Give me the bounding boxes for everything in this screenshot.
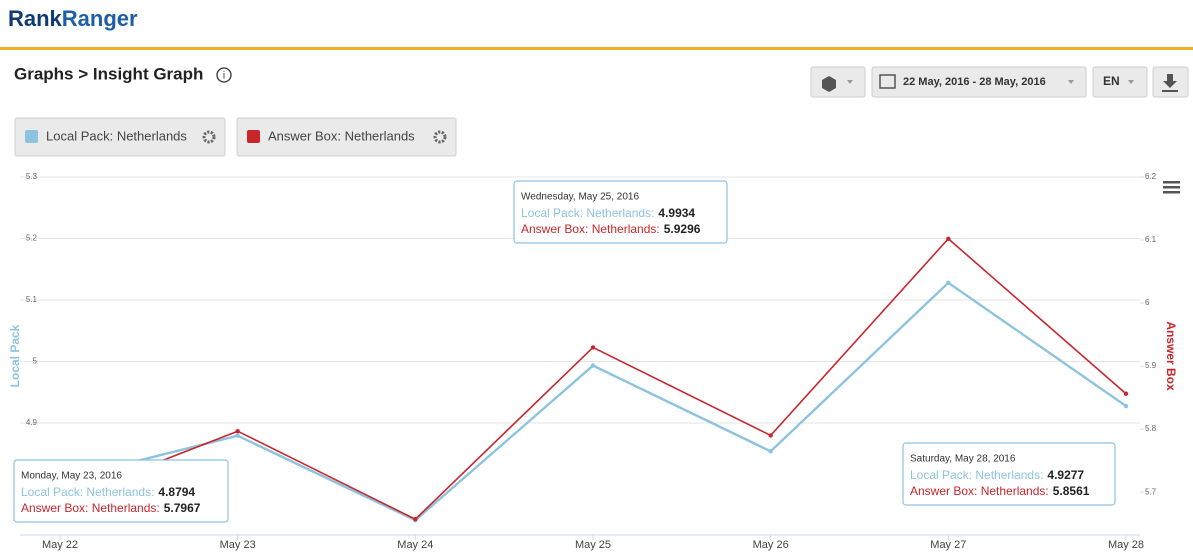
x-tick-label: May 26 <box>753 539 789 551</box>
tooltip-value: 4.9277 <box>1047 468 1084 482</box>
logo-rank[interactable]: Rank <box>8 6 63 31</box>
tooltip-box <box>902 442 1116 506</box>
y2-axis-title: Answer Box <box>1164 321 1178 391</box>
point <box>235 428 240 434</box>
tooltip-date: Saturday, May 28, 2016 <box>910 454 1016 465</box>
point <box>768 449 773 454</box>
point <box>1123 403 1129 409</box>
tooltip-value: 4.9934 <box>658 206 695 220</box>
y-tick-label: 5.2 <box>26 234 38 243</box>
point <box>768 433 773 438</box>
tooltip-row: Local Pack: Netherlands: 4.9934 <box>521 206 695 220</box>
plot: 4.9 5 5.1 5.2 5.3 5.7 5.8 5.9 6 6.1 6.2 May 22 May 2… <box>8 172 1178 551</box>
tooltip-label: Local Pack: Netherlands: <box>910 468 1043 482</box>
x-tick-label: May 28 <box>1108 539 1144 551</box>
legend-label: Answer Box: Netherlands <box>268 128 415 143</box>
info-icon-glyph: i <box>223 71 225 82</box>
tooltip-value: 5.7967 <box>164 501 201 515</box>
point <box>590 345 596 350</box>
tooltips: Monday, May 23, 2016 Local Pack: Netherla… <box>13 180 1116 523</box>
settings-icon[interactable] <box>202 130 216 144</box>
tooltip-row: Answer Box: Netherlands: 5.9296 <box>521 222 701 236</box>
point <box>946 236 951 241</box>
y2-tick-label: 5.8 <box>1145 424 1157 433</box>
chart-menu[interactable] <box>1163 181 1180 194</box>
tooltip-value: 4.8794 <box>158 485 195 499</box>
legend: Local Pack: Netherlands Answer Box: Nethe… <box>14 117 457 157</box>
tooltip: Saturday, May 28, 2016 Local Pack: Nether… <box>902 442 1116 506</box>
legend-button[interactable] <box>14 117 226 157</box>
x-tick-label: May 23 <box>220 539 256 551</box>
point <box>1123 391 1129 396</box>
dropdown-caret <box>847 80 853 84</box>
top-bar-border <box>0 47 1193 50</box>
tooltip-date: Wednesday, May 25, 2016 <box>521 192 639 203</box>
tooltip-label: Answer Box: Netherlands: <box>21 501 160 515</box>
point <box>235 433 240 438</box>
date-range: 22 May, 2016 - 28 May, 2016 <box>903 76 1046 88</box>
tooltip-label: Local Pack: Netherlands: <box>521 206 654 220</box>
x-tick-label: May 22 <box>42 539 78 551</box>
tooltip-row: Answer Box: Netherlands: 5.7967 <box>21 501 201 515</box>
language-button[interactable] <box>1092 66 1148 98</box>
tooltip-row: Local Pack: Netherlands: 4.8794 <box>21 485 195 499</box>
y2-tick-label: 6.1 <box>1145 235 1157 244</box>
dropdown-caret <box>1128 80 1134 84</box>
x-tick-label: May 24 <box>397 539 433 551</box>
point <box>946 280 951 286</box>
y2-tick-label: 6.2 <box>1145 172 1157 181</box>
tooltip-value: 5.8561 <box>1053 484 1090 498</box>
cube-icon <box>822 76 836 92</box>
tooltip-value: 5.9296 <box>664 222 701 236</box>
tooltip-label: Local Pack: Netherlands: <box>21 485 154 499</box>
breadcrumb: Graphs > Insight Graph <box>14 64 203 83</box>
y-tick-label: 5.1 <box>26 295 38 304</box>
tooltip-row: Local Pack: Netherlands: 4.9277 <box>910 468 1084 482</box>
y-tick-label: 4.9 <box>26 418 38 427</box>
legend-item[interactable]: Answer Box: Netherlands <box>236 117 457 157</box>
y-axis-title: Local Pack <box>8 324 22 387</box>
settings-icon[interactable] <box>433 130 447 144</box>
y2-tick-label: 5.7 <box>1145 487 1157 496</box>
legend-swatch <box>25 130 38 143</box>
point <box>590 363 596 368</box>
tooltip-box <box>513 180 728 244</box>
legend-swatch <box>247 130 260 143</box>
calendar-icon <box>879 74 896 89</box>
tooltip-row: Answer Box: Netherlands: 5.8561 <box>910 484 1090 498</box>
dropdown-caret <box>1068 80 1074 84</box>
y2-tick-label: 6 <box>1145 298 1150 307</box>
x-tick-label: May 27 <box>930 539 966 551</box>
tooltip-label: Answer Box: Netherlands: <box>521 222 660 236</box>
tooltip: Monday, May 23, 2016 Local Pack: Netherla… <box>13 459 229 523</box>
tooltip: Wednesday, May 25, 2016 Local Pack: Nethe… <box>513 180 728 244</box>
language: EN <box>1103 74 1120 88</box>
top-bar <box>0 0 1193 48</box>
x-tick-label: May 25 <box>575 539 611 551</box>
y2-tick-label: 5.9 <box>1145 361 1157 370</box>
y-tick-label: 5.3 <box>26 172 38 181</box>
logo-ranger[interactable]: Ranger <box>62 6 138 31</box>
legend-item[interactable]: Local Pack: Netherlands <box>14 117 226 157</box>
tooltip-box <box>13 459 229 523</box>
tooltip-date: Monday, May 23, 2016 <box>21 471 122 482</box>
logo[interactable]: RankRanger <box>8 6 138 31</box>
legend-label: Local Pack: Netherlands <box>46 128 187 143</box>
point <box>413 517 418 522</box>
download-icon <box>1162 74 1178 92</box>
info-icon[interactable] <box>216 67 232 83</box>
cube-button[interactable] <box>810 66 866 98</box>
legend-button[interactable] <box>236 117 457 157</box>
date-range-button[interactable] <box>871 66 1087 98</box>
tooltip-label: Answer Box: Netherlands: <box>910 484 1049 498</box>
y-tick-label: 5 <box>33 357 38 366</box>
